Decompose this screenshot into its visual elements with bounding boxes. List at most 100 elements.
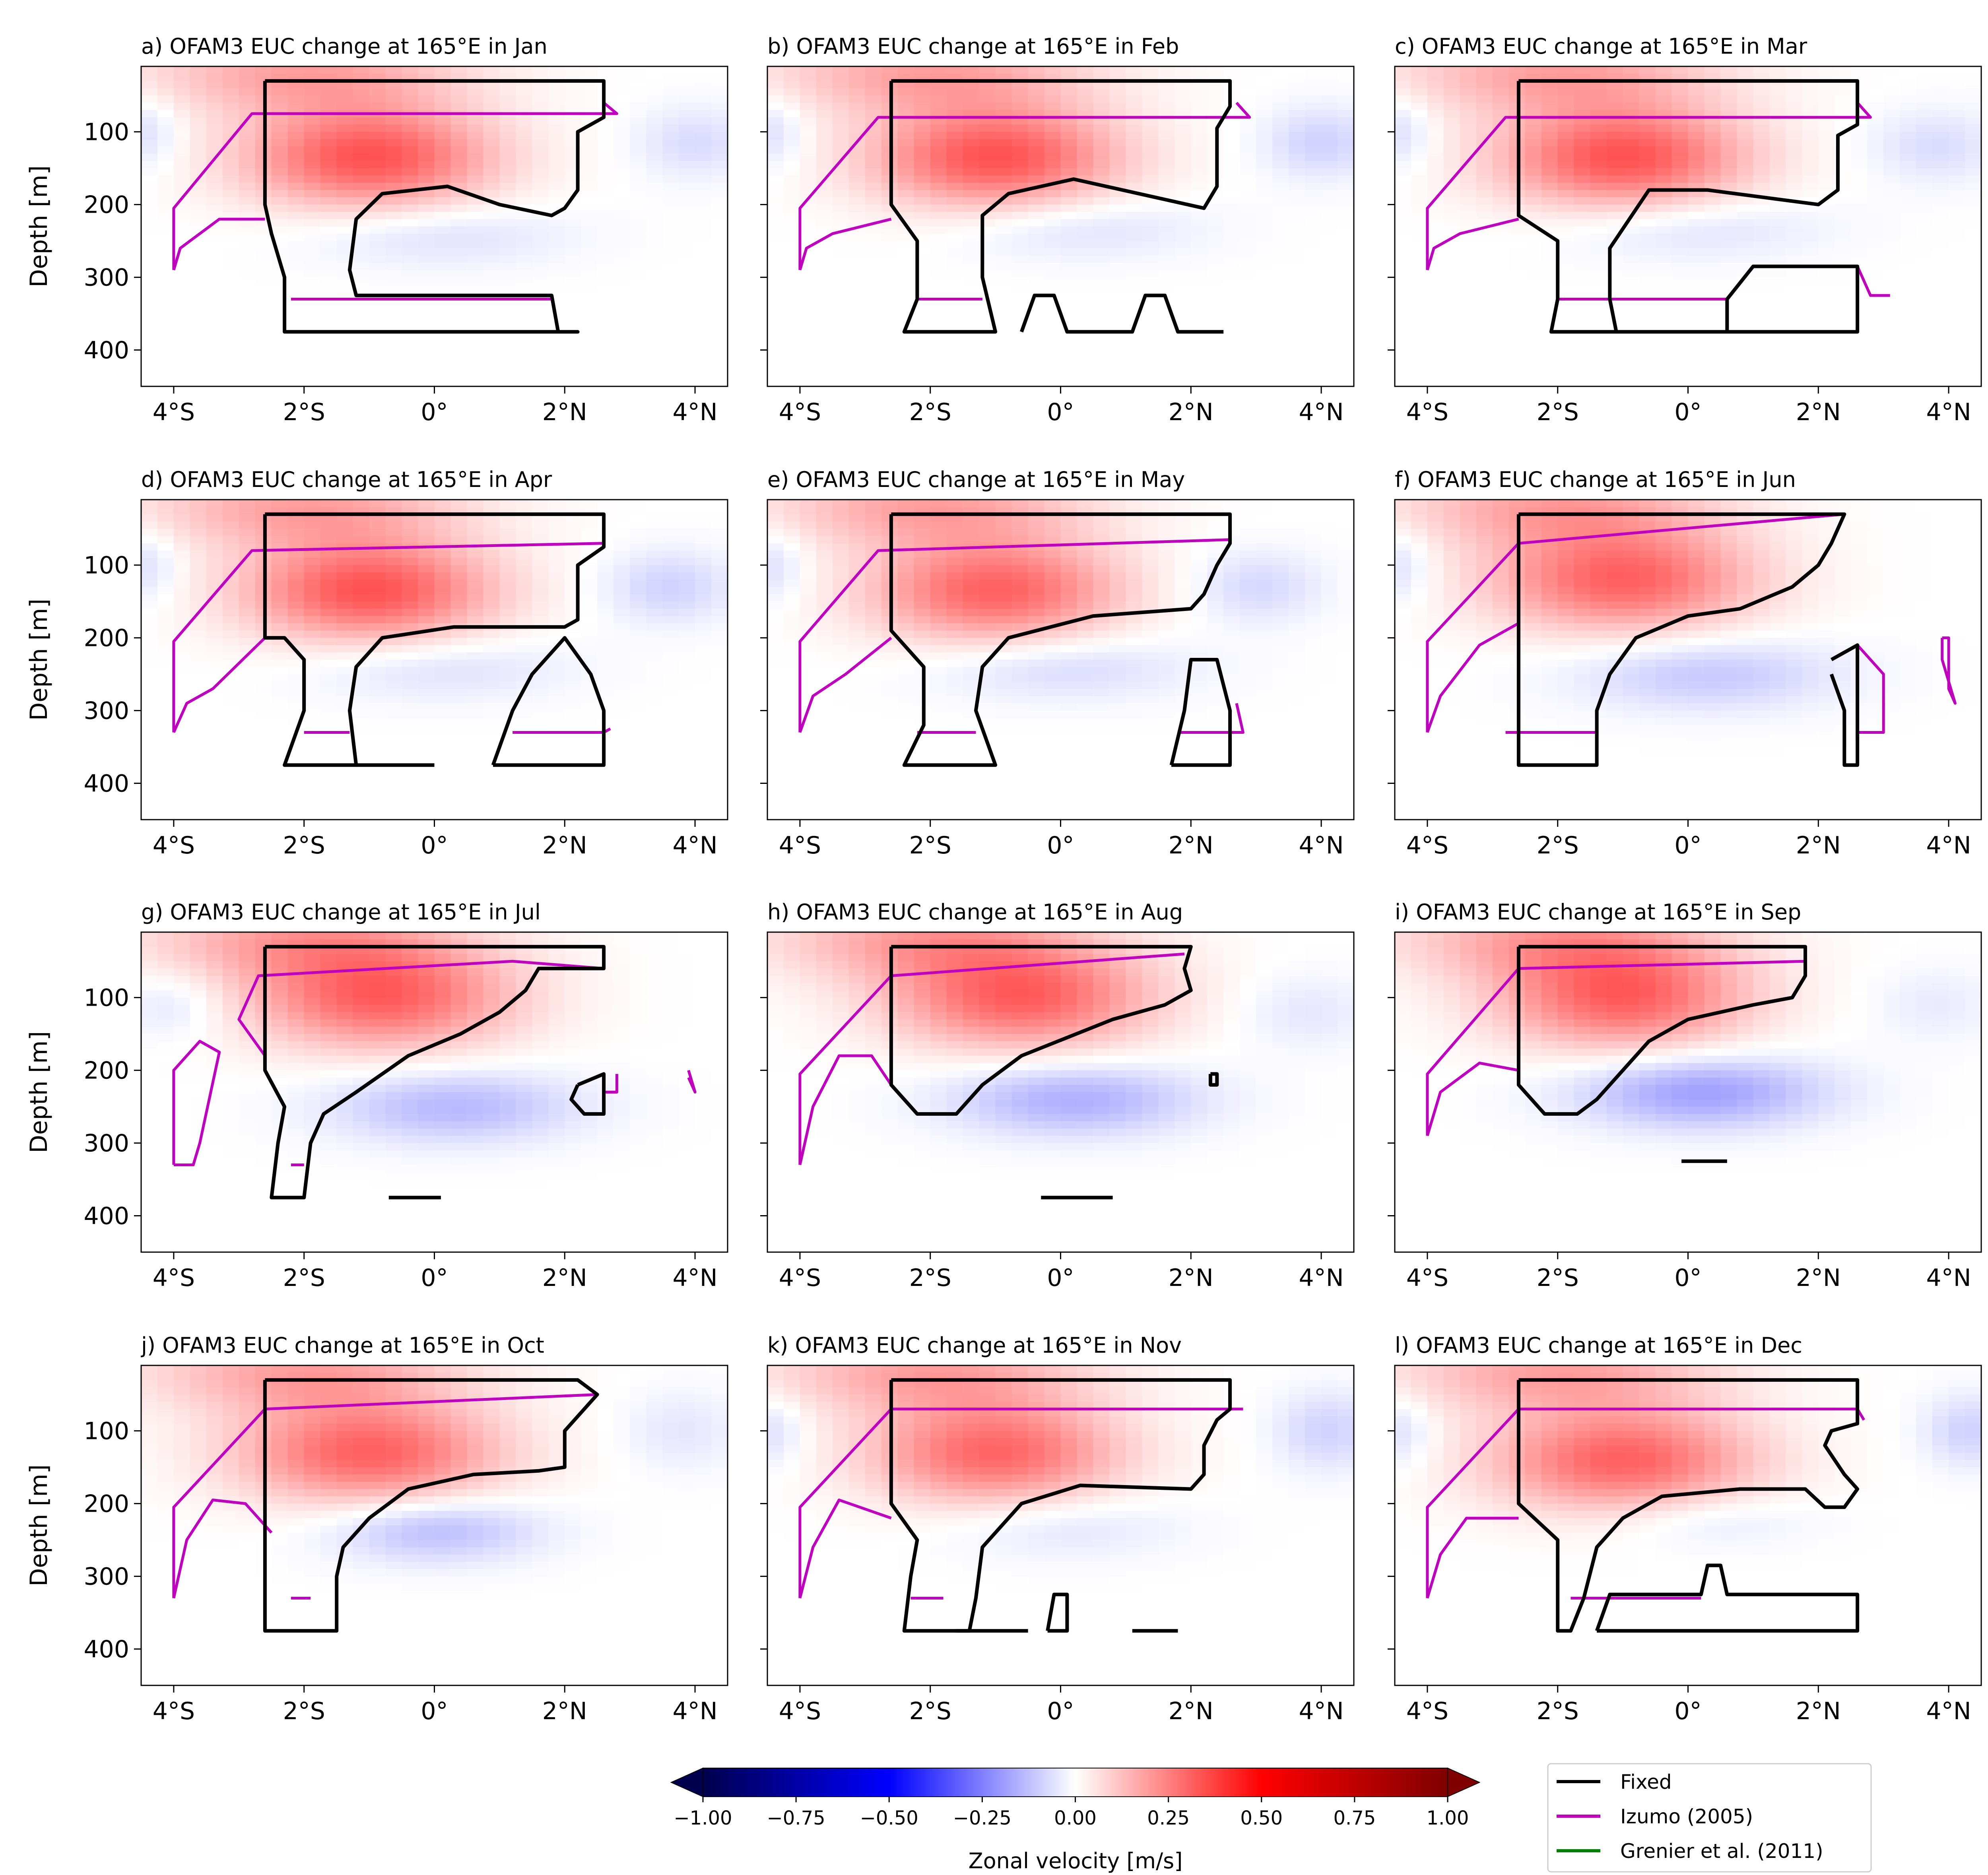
heatmap-cell — [995, 182, 1012, 190]
heatmap-cell — [157, 710, 174, 718]
heatmap-cell — [1851, 292, 1868, 300]
x-tick-label: 2°N — [542, 398, 587, 426]
heatmap-cell — [467, 270, 484, 278]
heatmap-cell — [979, 182, 996, 190]
heatmap-cell — [1704, 379, 1721, 387]
heatmap-cell — [1541, 248, 1558, 256]
heatmap-cell — [1142, 168, 1159, 176]
heatmap-cell — [1867, 357, 1884, 365]
heatmap-cell — [1574, 168, 1591, 176]
heatmap-cell — [800, 88, 817, 96]
heatmap-cell — [1769, 284, 1786, 292]
heatmap-cell — [190, 372, 207, 380]
heatmap-cell — [630, 81, 646, 89]
heatmap-cell — [1688, 204, 1705, 212]
heatmap-cell — [1427, 379, 1444, 387]
heatmap-cell — [1932, 372, 1949, 380]
heatmap-cell — [1077, 139, 1094, 147]
heatmap-cell — [1753, 66, 1770, 74]
heatmap-cell — [1427, 270, 1444, 278]
heatmap-cell — [206, 241, 223, 249]
heatmap-cell — [1835, 197, 1852, 205]
heatmap-cell — [1525, 95, 1542, 103]
heatmap-cell — [1655, 270, 1672, 278]
heatmap-cell — [1427, 219, 1444, 227]
heatmap-cell — [516, 350, 533, 358]
heatmap-cell — [1574, 306, 1591, 314]
heatmap-cell — [711, 168, 728, 176]
heatmap-cell — [1109, 262, 1126, 271]
heatmap-cell — [1786, 270, 1803, 278]
heatmap-cell — [1753, 168, 1770, 176]
heatmap-cell — [865, 292, 882, 300]
heatmap-cell — [1011, 211, 1029, 220]
heatmap-cell — [369, 124, 386, 132]
heatmap-cell — [1818, 292, 1835, 300]
heatmap-cell — [646, 379, 663, 387]
heatmap-cell — [711, 182, 728, 190]
heatmap-cell — [1476, 182, 1493, 190]
heatmap-cell — [565, 211, 582, 220]
heatmap-cell — [597, 241, 614, 249]
heatmap-cell — [1623, 284, 1640, 292]
heatmap-cell — [897, 161, 914, 169]
heatmap-cell — [1289, 95, 1305, 103]
heatmap-cell — [222, 241, 239, 249]
heatmap-cell — [897, 248, 914, 256]
heatmap-cell — [287, 365, 305, 372]
heatmap-cell — [173, 270, 190, 278]
heatmap-cell — [1011, 88, 1029, 96]
heatmap-cell — [1590, 372, 1607, 380]
heatmap-cell — [1769, 175, 1786, 183]
heatmap-cell — [532, 255, 549, 263]
heatmap-cell — [157, 747, 174, 755]
heatmap-cell — [141, 812, 158, 820]
heatmap-cell — [190, 262, 207, 271]
heatmap-cell — [914, 314, 931, 322]
heatmap-cell — [832, 262, 849, 271]
heatmap-cell — [1443, 321, 1460, 329]
heatmap-cell — [897, 277, 914, 285]
heatmap-cell — [467, 241, 484, 249]
heatmap-cell — [1818, 175, 1835, 183]
heatmap-cell — [1158, 372, 1175, 380]
heatmap-cell — [1867, 306, 1884, 314]
heatmap-cell — [695, 365, 712, 372]
heatmap-cell — [157, 292, 174, 300]
heatmap-cell — [1672, 335, 1689, 343]
heatmap-cell — [1525, 350, 1542, 358]
heatmap-cell — [532, 161, 549, 169]
heatmap-cell — [597, 299, 614, 307]
heatmap-cell — [1802, 103, 1819, 111]
heatmap-cell — [662, 204, 679, 212]
heatmap-cell — [418, 314, 435, 322]
heatmap-cell — [402, 168, 419, 176]
heatmap-cell — [1688, 284, 1705, 292]
heatmap-cell — [239, 153, 256, 161]
heatmap-cell — [1011, 270, 1029, 278]
heatmap-cell — [1158, 95, 1175, 103]
heatmap-cell — [695, 103, 712, 111]
heatmap-cell — [946, 233, 963, 241]
heatmap-cell — [1411, 66, 1428, 74]
heatmap-cell — [304, 321, 321, 329]
heatmap-cell — [1557, 124, 1574, 132]
heatmap-cell — [767, 153, 784, 161]
heatmap-cell — [450, 117, 468, 125]
heatmap-cell — [1011, 299, 1029, 307]
heatmap-cell — [1443, 117, 1460, 125]
heatmap-cell — [1949, 343, 1965, 351]
heatmap-cell — [173, 95, 190, 103]
heatmap-cell — [1411, 211, 1428, 220]
heatmap-cell — [1443, 66, 1460, 74]
heatmap-cell — [1223, 146, 1240, 154]
heatmap-cell — [239, 321, 256, 329]
heatmap-cell — [157, 529, 174, 537]
x-tick-label: 4°N — [1926, 398, 1971, 426]
heatmap-cell — [1557, 204, 1574, 212]
heatmap-cell — [662, 284, 679, 292]
heatmap-cell — [190, 139, 207, 147]
heatmap-cell — [613, 197, 630, 205]
heatmap-cell — [1508, 284, 1526, 292]
heatmap-cell — [1492, 314, 1509, 322]
